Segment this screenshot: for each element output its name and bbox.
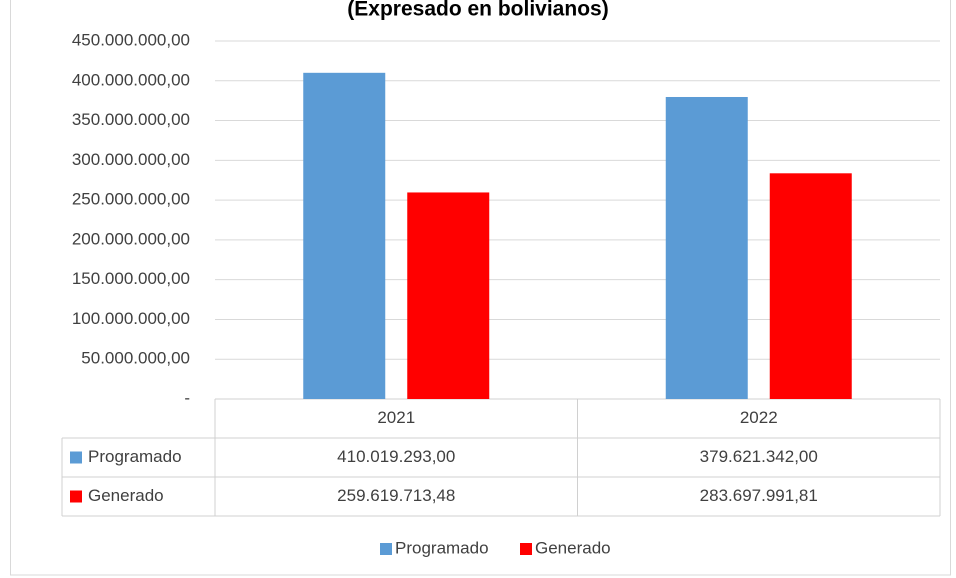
- y-tick-label: 50.000.000,00: [81, 349, 190, 368]
- y-tick-label: -: [184, 388, 190, 407]
- bar: [665, 96, 748, 399]
- chart-title: (Expresado en bolivianos): [347, 0, 608, 21]
- table-value: 259.619.713,48: [337, 486, 455, 505]
- y-tick-label: 450.000.000,00: [72, 30, 190, 49]
- y-tick-label: 350.000.000,00: [72, 110, 190, 129]
- y-tick-label: 250.000.000,00: [72, 190, 190, 209]
- x-tick-label: 2022: [740, 408, 778, 427]
- chart-border: [10, 0, 951, 576]
- table-legend-key: [70, 451, 82, 464]
- bar: [303, 72, 386, 399]
- bar: [407, 192, 490, 399]
- y-tick-label: 150.000.000,00: [72, 269, 190, 288]
- x-tick-label: 2021: [377, 408, 415, 427]
- table-legend-key: [70, 490, 82, 503]
- legend-key: [520, 543, 532, 555]
- y-tick-label: 300.000.000,00: [72, 150, 190, 169]
- y-tick-label: 100.000.000,00: [72, 309, 190, 328]
- table-value: 283.697.991,81: [700, 486, 818, 505]
- table-value: 410.019.293,00: [337, 447, 455, 466]
- table-row-label: Programado: [88, 447, 182, 466]
- legend-key: [380, 543, 392, 555]
- table-value: 379.621.342,00: [700, 447, 818, 466]
- legend-label: Programado: [395, 538, 489, 557]
- bar: [769, 173, 852, 399]
- y-tick-label: 200.000.000,00: [72, 229, 190, 248]
- y-tick-label: 400.000.000,00: [72, 70, 190, 89]
- legend-label: Generado: [535, 538, 611, 557]
- table-row-label: Generado: [88, 486, 164, 505]
